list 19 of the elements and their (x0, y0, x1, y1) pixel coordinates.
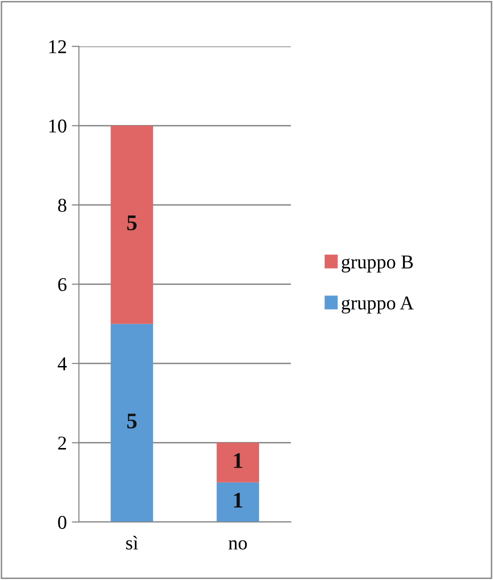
data-label: 1 (234, 492, 242, 508)
data-label: 5 (127, 414, 137, 428)
y-tick-label: 10 (49, 119, 66, 133)
bar (110, 324, 154, 522)
y-tick-label: 4 (58, 357, 67, 370)
x-tick-label: no (228, 540, 247, 550)
y-tick-label: 0 (58, 516, 66, 529)
x-tick-label: sì (126, 536, 138, 550)
legend-label: gruppo B (342, 256, 413, 273)
data-label: 5 (127, 216, 137, 230)
y-tick-label: 2 (58, 436, 66, 450)
data-label: 1 (234, 453, 242, 468)
y-tick-label: 6 (58, 278, 66, 292)
bar (110, 126, 154, 324)
y-tick-label: 12 (49, 40, 66, 54)
bar (216, 442, 260, 482)
legend-label: gruppo A (342, 296, 414, 314)
y-tick-label: 8 (58, 198, 66, 212)
bar (216, 482, 260, 522)
